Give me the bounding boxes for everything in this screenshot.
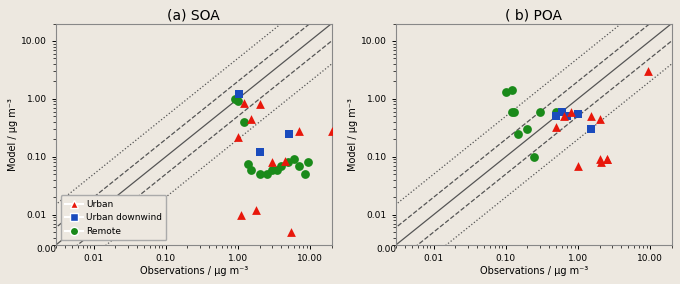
Point [245,167,256,172]
Point [229,97,240,101]
Y-axis label: Model / μg m⁻³: Model / μg m⁻³ [348,98,358,171]
Point [279,158,290,163]
Point [594,117,605,121]
Point [522,127,533,131]
Point [267,167,277,172]
Point [551,125,562,130]
Point [506,109,517,114]
Point [254,102,265,107]
Point [233,99,243,104]
Point [234,92,245,97]
Point [596,160,607,165]
Point [585,127,596,131]
Point [284,131,295,136]
Point [529,154,540,159]
Point [561,114,572,118]
Legend: Urban, Urban downwind, Remote: Urban, Urban downwind, Remote [61,195,167,240]
X-axis label: Observations / μg m⁻³: Observations / μg m⁻³ [479,266,588,276]
Point [566,109,577,114]
Point [238,120,249,124]
Point [534,109,545,114]
Point [506,88,517,93]
Point [500,90,511,95]
Y-axis label: Model / μg m⁻³: Model / μg m⁻³ [8,98,18,171]
Point [254,172,265,176]
Point [243,162,254,166]
Point [251,208,262,212]
Point [303,160,313,165]
Title: ( b) POA: ( b) POA [505,8,562,22]
Point [293,163,304,168]
Point [573,163,583,168]
Point [643,69,653,74]
Point [235,212,246,217]
Point [585,114,596,118]
Point [601,157,612,162]
Point [286,230,296,234]
Point [509,109,520,114]
Point [254,150,265,154]
Point [293,129,304,133]
Point [245,117,256,121]
Point [238,101,249,105]
Point [556,109,567,114]
Text: 0.00: 0.00 [36,245,56,254]
Point [233,135,243,139]
Title: (a) SOA: (a) SOA [167,8,220,22]
Point [267,160,277,165]
Point [551,109,562,114]
Point [288,157,299,162]
Point [299,172,310,176]
Point [283,160,294,165]
Point [559,114,570,118]
Point [261,172,272,176]
Point [594,157,605,162]
X-axis label: Observations / μg m⁻³: Observations / μg m⁻³ [139,266,248,276]
Point [326,129,337,133]
Point [513,131,524,136]
Point [601,157,612,162]
Point [271,167,282,172]
Text: 0.00: 0.00 [376,245,396,254]
Point [276,163,287,168]
Point [573,112,583,116]
Point [551,114,562,118]
